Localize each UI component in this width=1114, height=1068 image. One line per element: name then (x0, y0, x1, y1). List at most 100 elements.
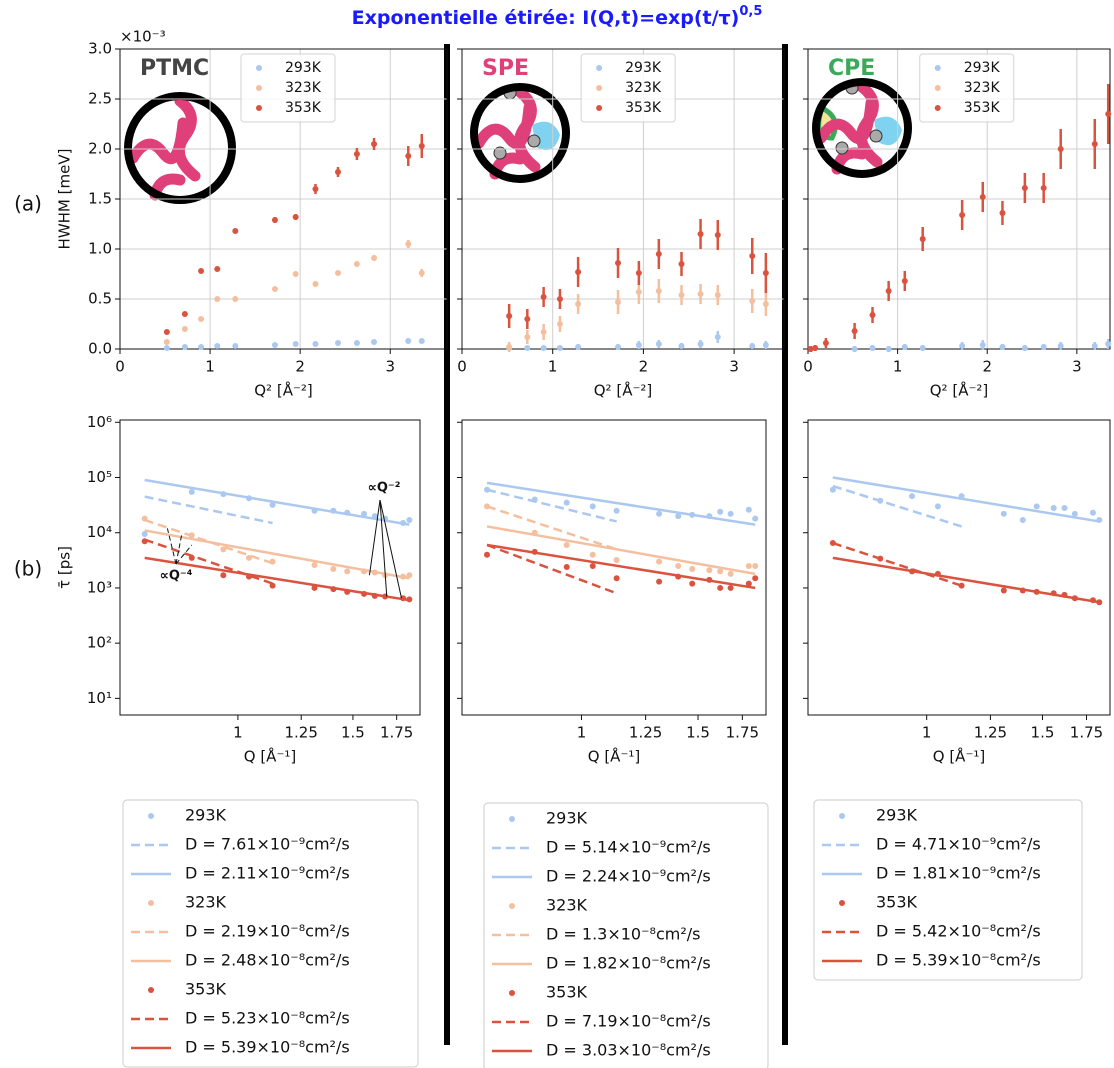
legend-label: 353K (546, 983, 588, 1002)
x-axis-label: Q [Å⁻¹] (244, 747, 296, 766)
legend-marker (148, 900, 154, 906)
data-point (714, 232, 721, 238)
data-point (312, 281, 319, 287)
data-point (1091, 343, 1098, 349)
data-point (361, 510, 368, 517)
legend-marker (509, 816, 515, 822)
data-point (214, 296, 221, 302)
legend-label: D = 2.24×10⁻⁹cm²/s (546, 867, 711, 886)
data-point (656, 558, 663, 565)
fit-line (486, 488, 617, 523)
data-point (406, 516, 413, 523)
y-axis-label: τ̄ [ps] (56, 546, 74, 589)
data-point (292, 271, 299, 277)
x-axis-label: Q² [Å⁻²] (254, 381, 312, 400)
legend-label: D = 7.61×10⁻⁹cm²/s (185, 835, 350, 854)
data-point (749, 253, 756, 259)
data-point (188, 488, 195, 495)
annotation-pointer (175, 535, 183, 565)
legend-marker (596, 85, 603, 91)
data-point (909, 493, 916, 500)
legend-label: D = 1.3×10⁻⁸cm²/s (546, 925, 701, 944)
legend-label: 293K (285, 60, 322, 76)
data-point (181, 311, 188, 317)
data-point (869, 345, 876, 351)
x-tick-label: 1 (548, 358, 558, 376)
legend-label: D = 7.19×10⁻⁸cm²/s (546, 1012, 711, 1031)
data-point (656, 510, 663, 517)
data-point (405, 153, 412, 159)
data-point (335, 169, 341, 175)
annotation-pointer (368, 499, 381, 576)
legend-label: 293K (964, 60, 1001, 76)
data-point (656, 578, 663, 585)
data-point (418, 143, 425, 149)
legend-label: D = 2.11×10⁻⁹cm²/s (185, 864, 350, 883)
data-point (812, 345, 819, 351)
fit-line (486, 505, 617, 551)
x-tick-label: 1.25 (284, 724, 317, 742)
x-tick-label: 3 (385, 358, 395, 376)
data-point (635, 342, 642, 348)
x-tick-label: 1 (577, 724, 587, 742)
data-point (752, 575, 759, 582)
data-point (198, 344, 205, 350)
title-exponent: 0,5 (739, 4, 762, 19)
data-point (163, 329, 170, 335)
x-tick-label: 3 (1072, 358, 1082, 376)
legend-marker (934, 65, 941, 71)
legend-label: D = 4.71×10⁻⁹cm²/s (876, 835, 1041, 854)
inset-cation (869, 129, 883, 143)
legend-label: 323K (625, 80, 662, 96)
data-point (1040, 344, 1047, 350)
legend-marker (255, 65, 262, 71)
data-point (1061, 505, 1068, 512)
x-tick-label: 1.25 (974, 724, 1007, 742)
data-point (1071, 510, 1078, 517)
panel-label: PTMC (140, 56, 209, 81)
data-point (678, 343, 685, 349)
legend-label: D = 1.82×10⁻⁸cm²/s (546, 954, 711, 973)
x-tick-label: 2 (295, 358, 305, 376)
y-tick-label: 10⁵ (87, 468, 112, 486)
legend-box (813, 799, 1083, 981)
y-tick-label: 0.0 (88, 340, 112, 358)
data-point (745, 562, 752, 569)
data-point (714, 292, 721, 298)
data-point (979, 342, 986, 348)
x-tick-label: 0 (115, 358, 125, 376)
data-point (405, 338, 412, 344)
legend-box (122, 799, 419, 1068)
x-tick-label: 1.75 (1070, 724, 1103, 742)
data-point (717, 568, 724, 575)
inset-cation (493, 146, 507, 160)
data-point (198, 268, 205, 274)
data-point (807, 346, 814, 352)
legend-label: D = 5.42×10⁻⁸cm²/s (876, 922, 1041, 941)
data-point (330, 566, 337, 573)
legend-label: 353K (625, 100, 662, 116)
x-tick-label: 2 (639, 358, 649, 376)
data-point (1021, 345, 1028, 351)
plot-frame (119, 48, 448, 350)
data-point (919, 236, 926, 242)
data-point (556, 296, 563, 302)
data-point (335, 270, 341, 276)
data-point (714, 334, 721, 340)
panel-label: SPE (482, 56, 529, 81)
data-point (822, 340, 829, 346)
data-point (1057, 343, 1064, 349)
data-point (524, 345, 531, 351)
data-point (655, 288, 662, 294)
fit-line (486, 481, 756, 526)
data-point (901, 278, 908, 284)
annotation-pointer (379, 499, 402, 599)
legend-marker (839, 813, 845, 819)
data-point (353, 261, 360, 267)
data-point (589, 562, 596, 569)
data-point (312, 341, 319, 347)
fit-line (144, 538, 273, 585)
legend-label: 323K (964, 80, 1001, 96)
data-point (292, 341, 299, 347)
data-point (762, 270, 769, 276)
